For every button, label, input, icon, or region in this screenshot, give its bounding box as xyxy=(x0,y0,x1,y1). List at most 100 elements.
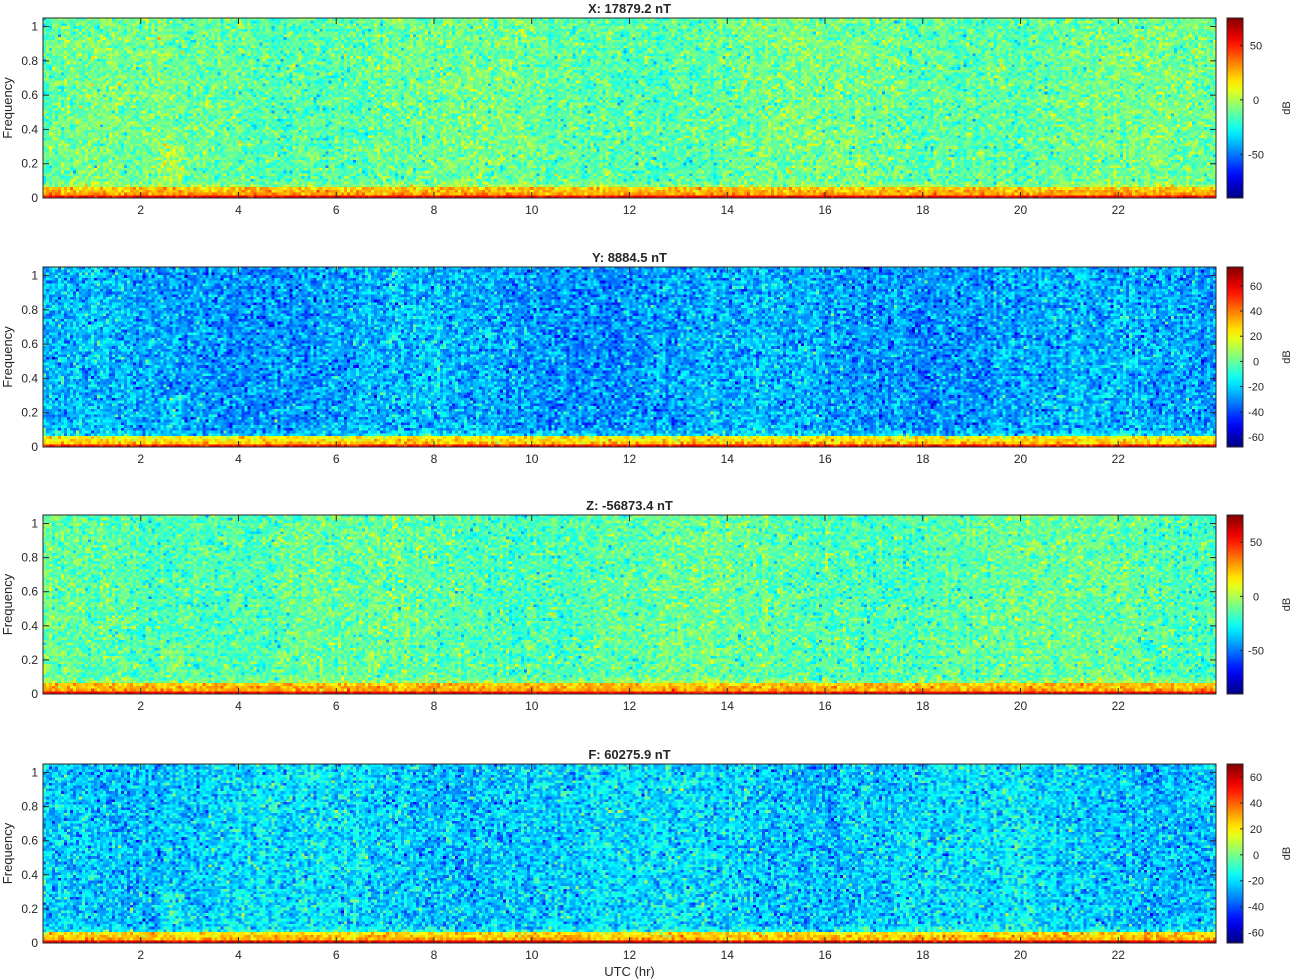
x-tick-label: 8 xyxy=(431,699,438,713)
spectrogram-image xyxy=(43,764,1216,943)
y-tick-label: 0.8 xyxy=(21,303,38,317)
colorbar-tick-label: 60 xyxy=(1250,281,1262,293)
x-tick-label: 20 xyxy=(1014,948,1028,962)
x-tick-label: 8 xyxy=(431,203,438,217)
y-tick-label: 0.6 xyxy=(21,834,38,848)
y-tick-label: 0.2 xyxy=(21,406,38,420)
y-tick-label: 0.6 xyxy=(21,585,38,599)
colorbar-tick-label: 50 xyxy=(1250,537,1262,549)
y-tick-label: 0 xyxy=(31,687,38,701)
x-tick-label: 12 xyxy=(623,948,637,962)
x-tick-label: 6 xyxy=(333,699,340,713)
colorbar-label: dB xyxy=(1281,101,1293,114)
colorbar-tick-label: -40 xyxy=(1248,902,1264,914)
x-tick-label: 10 xyxy=(525,203,539,217)
x-tick-label: 10 xyxy=(525,699,539,713)
x-tick-label: 22 xyxy=(1112,699,1126,713)
spectrogram-panel: Z: -56873.4 nT2 4 6 8 10 12 14 16 18 20 2200.20.40… xyxy=(0,498,1293,713)
y-axis-label: Frequency xyxy=(0,77,15,139)
y-tick-label: 0.4 xyxy=(21,619,38,633)
y-tick-label: 0.4 xyxy=(21,122,38,136)
colorbar-tick-label: 0 xyxy=(1253,850,1259,862)
x-tick-label: 20 xyxy=(1014,203,1028,217)
colorbar xyxy=(1226,266,1244,448)
spectrogram-image xyxy=(43,515,1216,694)
x-tick-label: 18 xyxy=(916,948,930,962)
y-tick-label: 0.2 xyxy=(21,653,38,667)
y-tick-label: 0 xyxy=(31,936,38,950)
colorbar-label: dB xyxy=(1281,847,1293,860)
colorbar-tick-label: -40 xyxy=(1248,407,1264,419)
y-tick-label: 0.6 xyxy=(21,337,38,351)
x-tick-label: 18 xyxy=(916,452,930,466)
colorbar-tick-label: -20 xyxy=(1248,382,1264,394)
x-tick-label: 22 xyxy=(1112,203,1126,217)
x-tick-label: 14 xyxy=(721,699,735,713)
colorbar-label: dB xyxy=(1281,598,1293,611)
x-tick-label: 14 xyxy=(721,948,735,962)
x-tick-label: 2 xyxy=(137,948,144,962)
y-tick-label: 0.4 xyxy=(21,371,38,385)
chart-title: Z: -56873.4 nT xyxy=(586,498,673,513)
colorbar-tick-label: 0 xyxy=(1253,591,1259,603)
x-tick-label: 12 xyxy=(623,203,637,217)
x-tick-label: 4 xyxy=(235,948,242,962)
x-tick-label: 12 xyxy=(623,452,637,466)
x-tick-label: 16 xyxy=(818,203,832,217)
y-tick-label: 0 xyxy=(31,440,38,454)
x-axis-label: UTC (hr) xyxy=(604,964,655,979)
x-tick-label: 18 xyxy=(916,699,930,713)
chart-title: X: 17879.2 nT xyxy=(588,1,671,16)
y-tick-label: 0.2 xyxy=(21,157,38,171)
spectrogram-image xyxy=(43,267,1216,447)
y-tick-label: 1 xyxy=(31,20,38,34)
x-tick-label: 16 xyxy=(818,452,832,466)
x-tick-label: 8 xyxy=(431,948,438,962)
y-axis-label: Frequency xyxy=(0,573,15,635)
colorbar-tick-label: -20 xyxy=(1248,876,1264,888)
y-tick-label: 0.8 xyxy=(21,800,38,814)
colorbar-tick-label: 20 xyxy=(1250,331,1262,343)
y-tick-label: 0.4 xyxy=(21,868,38,882)
spectrogram-panel: X: 17879.2 nT2 4 6 8 10 12 14 16 18 20 2200.20.40.… xyxy=(0,1,1293,217)
x-tick-label: 16 xyxy=(818,699,832,713)
colorbar-tick-label: 40 xyxy=(1250,306,1262,318)
chart-title: F: 60275.9 nT xyxy=(588,747,670,762)
x-tick-label: 18 xyxy=(916,203,930,217)
x-tick-label: 4 xyxy=(235,699,242,713)
x-tick-label: 2 xyxy=(137,203,144,217)
y-tick-label: 0.8 xyxy=(21,54,38,68)
colorbar-tick-label: 0 xyxy=(1253,95,1259,107)
x-tick-label: 20 xyxy=(1014,699,1028,713)
colorbar-tick-label: 0 xyxy=(1253,356,1259,368)
x-tick-label: 12 xyxy=(623,699,637,713)
y-tick-label: 1 xyxy=(31,517,38,531)
colorbar-tick-label: 40 xyxy=(1250,798,1262,810)
x-tick-label: 10 xyxy=(525,452,539,466)
y-axis-label: Frequency xyxy=(0,326,15,388)
spectrogram-panel: Y: 8884.5 nT2 4 6 8 10 12 14 16 18 20 2200.20.40.6… xyxy=(0,250,1293,466)
colorbar xyxy=(1226,514,1244,695)
colorbar xyxy=(1226,17,1244,199)
chart-title: Y: 8884.5 nT xyxy=(592,250,667,265)
x-tick-label: 10 xyxy=(525,948,539,962)
x-tick-label: 4 xyxy=(235,452,242,466)
colorbar-tick-label: 60 xyxy=(1250,772,1262,784)
x-tick-label: 22 xyxy=(1112,948,1126,962)
y-tick-label: 1 xyxy=(31,269,38,283)
x-tick-label: 6 xyxy=(333,203,340,217)
x-tick-label: 22 xyxy=(1112,452,1126,466)
colorbar-tick-label: -60 xyxy=(1248,432,1264,444)
x-tick-label: 6 xyxy=(333,948,340,962)
x-tick-label: 2 xyxy=(137,452,144,466)
y-tick-label: 0.2 xyxy=(21,902,38,916)
colorbar-tick-label: -50 xyxy=(1248,646,1264,658)
x-tick-label: 14 xyxy=(721,452,735,466)
x-tick-label: 4 xyxy=(235,203,242,217)
spectrogram-image xyxy=(43,18,1216,198)
colorbar-tick-label: 20 xyxy=(1250,824,1262,836)
y-axis-label: Frequency xyxy=(0,822,15,884)
colorbar xyxy=(1226,763,1244,944)
x-tick-label: 8 xyxy=(431,452,438,466)
